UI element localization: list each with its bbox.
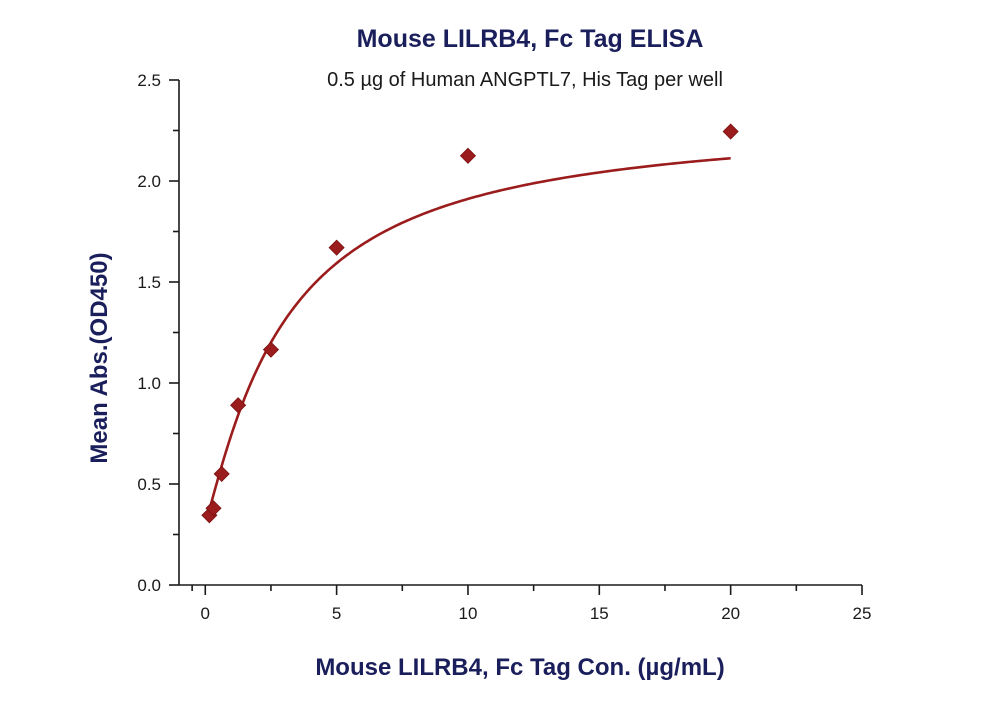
y-axis-title: Mean Abs.(OD450) <box>86 252 113 463</box>
y-tick-label: 2.0 <box>137 172 161 191</box>
x-tick-label: 20 <box>721 604 740 623</box>
data-point <box>230 397 247 414</box>
x-axis-title: Mouse LILRB4, Fc Tag Con. (µg/mL) <box>315 654 724 681</box>
chart-subtitle: 0.5 µg of Human ANGPTL7, His Tag per wel… <box>327 69 723 91</box>
y-tick-label: 0.0 <box>137 576 161 595</box>
x-tick-label: 5 <box>332 604 341 623</box>
x-tick-label: 25 <box>853 604 872 623</box>
y-tick-label: 2.5 <box>137 71 161 90</box>
data-point <box>205 500 222 517</box>
y-tick-label: 0.5 <box>137 475 161 494</box>
y-tick-label: 1.0 <box>137 374 161 393</box>
data-point <box>459 147 477 164</box>
x-tick-label: 10 <box>459 604 478 623</box>
data-point <box>328 239 345 256</box>
fit-curve <box>208 156 731 511</box>
axes <box>178 80 862 586</box>
data-point <box>213 465 230 482</box>
chart-title: Mouse LILRB4, Fc Tag ELISA <box>357 25 704 53</box>
x-tick-label: 0 <box>201 604 210 623</box>
ticks: 0.0 0.5 1.0 1.5 2.0 2.5 0 5 10 15 20 25 <box>137 71 871 623</box>
x-tick-label: 15 <box>590 604 609 623</box>
data-point <box>262 341 280 358</box>
fit-curve-layer <box>208 156 731 511</box>
y-tick-label: 1.5 <box>137 273 161 292</box>
data-points-layer <box>201 123 739 524</box>
data-point <box>722 123 739 140</box>
